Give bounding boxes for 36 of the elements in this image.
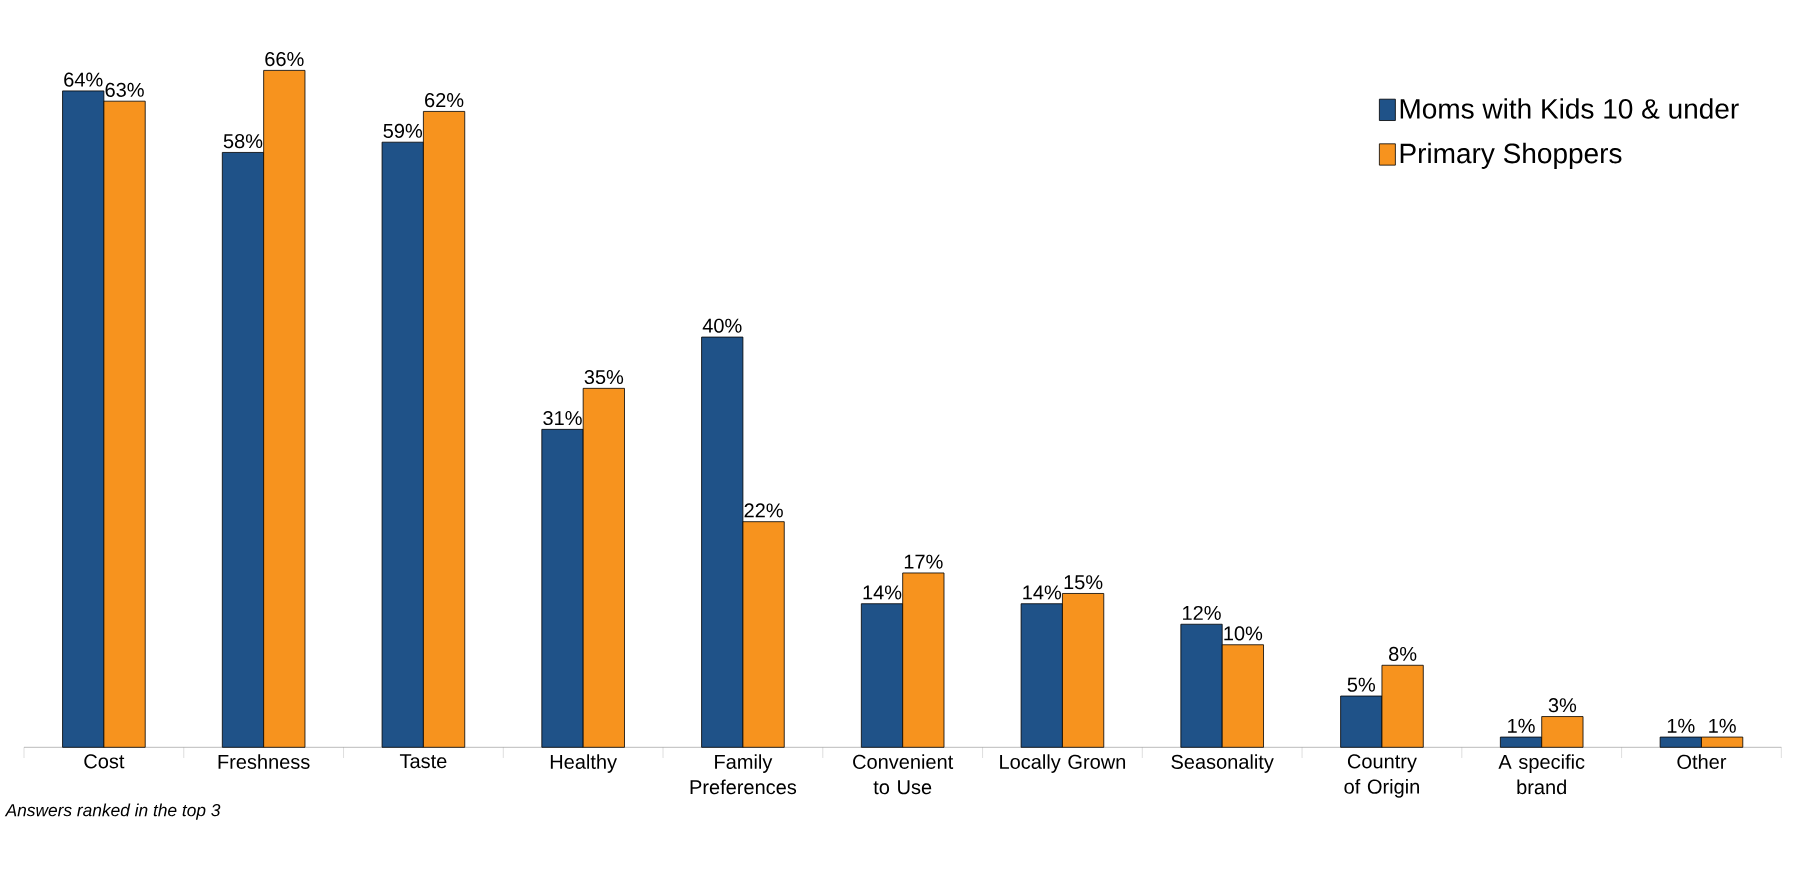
x-tick-label: Country of Origin bbox=[1344, 754, 1419, 798]
x-tick-label: Taste bbox=[399, 754, 447, 769]
data-label: 1% bbox=[1667, 718, 1695, 733]
x-tick-label: Other bbox=[1677, 754, 1727, 769]
data-label: 31% bbox=[543, 410, 582, 426]
legend-label: Primary Shoppers bbox=[1400, 142, 1622, 169]
legend-label: Moms with Kids 10 & under bbox=[1400, 98, 1739, 119]
data-label: 22% bbox=[744, 503, 783, 518]
data-label: 58% bbox=[223, 134, 263, 149]
data-label: 14% bbox=[1023, 585, 1062, 600]
x-tick-label: Family Preferences bbox=[690, 754, 797, 795]
data-label: 10% bbox=[1224, 626, 1263, 641]
data-label: 40% bbox=[702, 318, 742, 333]
data-label: 12% bbox=[1183, 605, 1221, 620]
data-label: 14% bbox=[863, 585, 902, 600]
data-label: 64% bbox=[64, 72, 103, 87]
x-tick-label: Cost bbox=[84, 754, 125, 769]
x-tick-label: Convenient to Use bbox=[853, 754, 954, 795]
x-tick-label: Healthy bbox=[550, 754, 618, 773]
data-label: 1% bbox=[1508, 718, 1535, 733]
data-label: 59% bbox=[383, 123, 423, 138]
data-label: 63% bbox=[105, 82, 144, 97]
data-label: 15% bbox=[1064, 575, 1103, 590]
data-label: 62% bbox=[425, 93, 464, 108]
data-label: 17% bbox=[904, 554, 943, 569]
data-label: 3% bbox=[1548, 698, 1577, 713]
x-tick-label: Freshness bbox=[218, 754, 310, 769]
data-label: 8% bbox=[1389, 646, 1417, 661]
data-label: 35% bbox=[584, 369, 624, 385]
data-label: 5% bbox=[1347, 677, 1376, 692]
x-tick-label: Locally Grown bbox=[1000, 754, 1126, 773]
data-label: 66% bbox=[265, 51, 304, 67]
x-tick-label: A specific brand bbox=[1498, 754, 1585, 795]
x-tick-label: Seasonality bbox=[1171, 754, 1274, 773]
text: Answers ranked in the top 3 bbox=[4, 803, 221, 820]
data-label: 1% bbox=[1709, 718, 1736, 733]
